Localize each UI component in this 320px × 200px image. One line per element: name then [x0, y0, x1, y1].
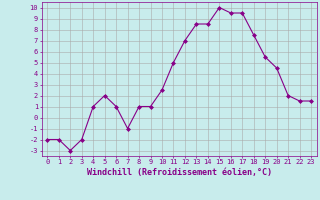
X-axis label: Windchill (Refroidissement éolien,°C): Windchill (Refroidissement éolien,°C) [87, 168, 272, 177]
